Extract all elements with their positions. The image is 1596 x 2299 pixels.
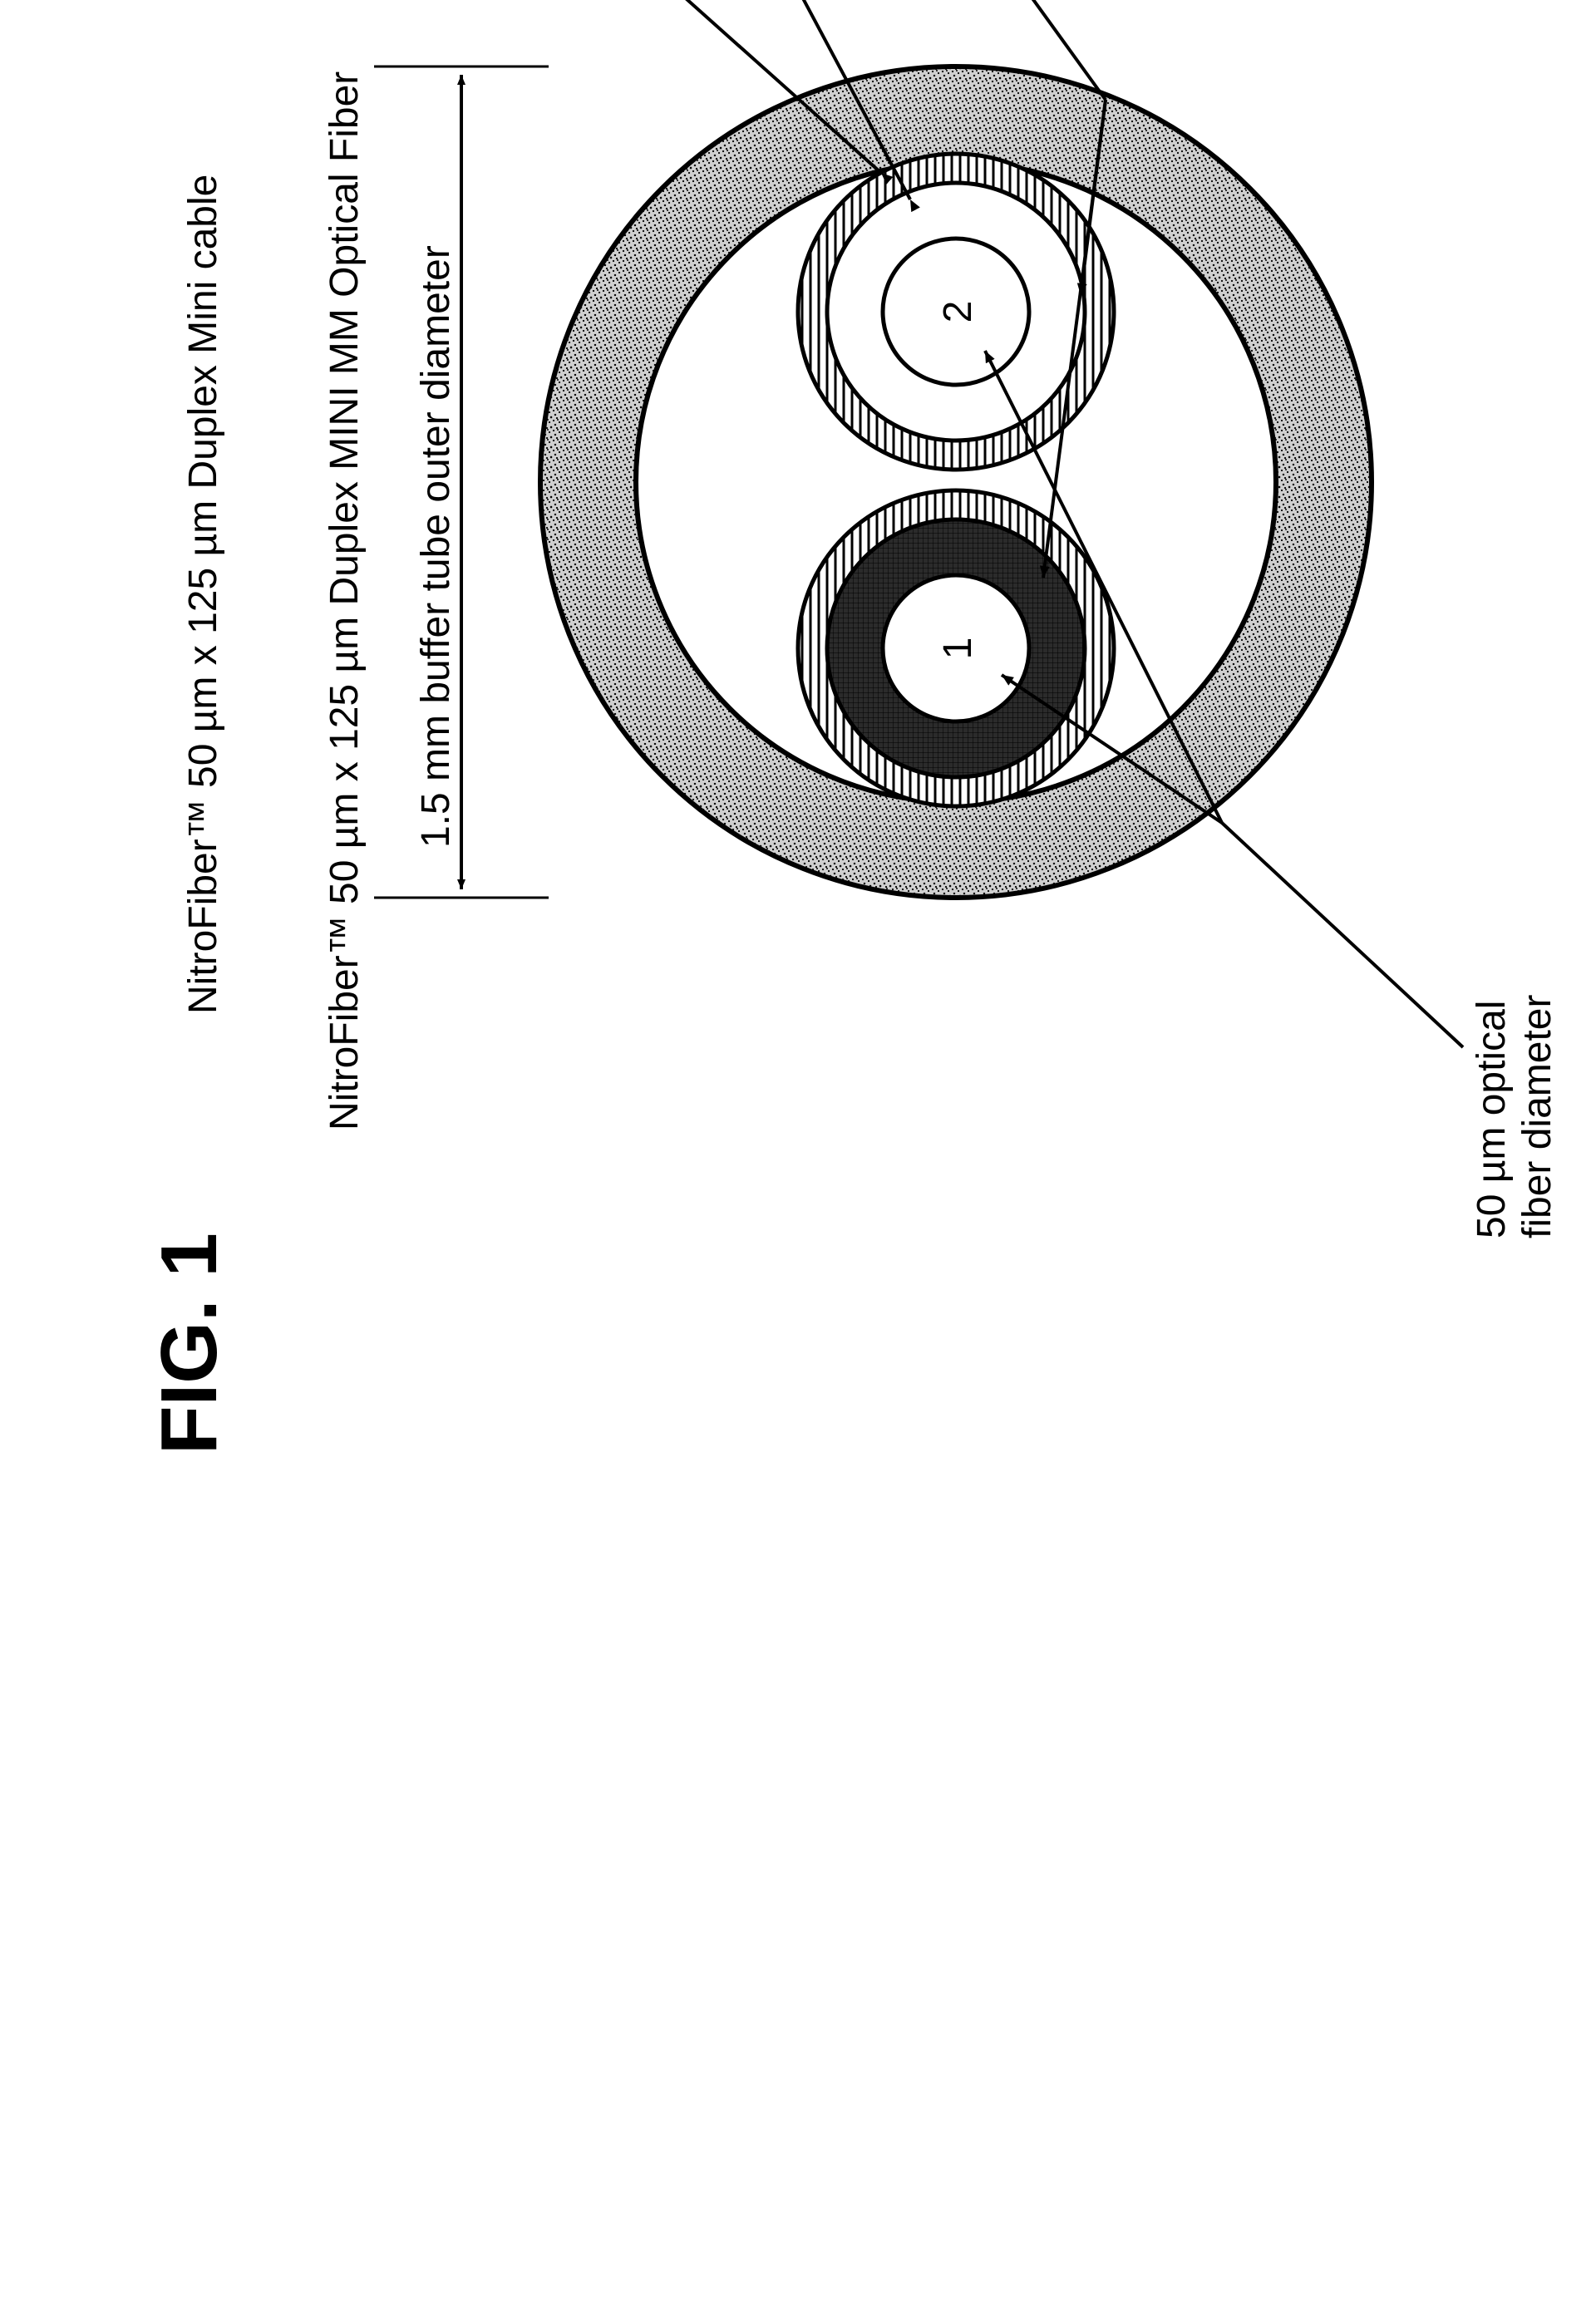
fiber-1-label: 1 [936,638,980,660]
fiber-2-label: 2 [936,301,980,323]
fiber-1: 1 [798,490,1114,806]
figure-number-label: FIG. 1 [145,1233,234,1455]
label-50um-line2: fiber diameter [1515,995,1559,1238]
fiber-2: 2 [798,154,1114,470]
diagram-svg: FIG. 1 NitroFiber™ 50 µm x 125 µm Duplex… [0,0,1596,1596]
dimension-label-buffer-od: 1.5 mm buffer tube outer diameter [414,245,458,848]
label-50um-line1: 50 µm optical [1470,1001,1514,1238]
figure-main-title: NitroFiber™ 50 µm x 125 µm Duplex Mini c… [181,175,225,1014]
figure-subtitle: NitroFiber™ 50 µm x 125 µm Duplex MINI M… [323,71,367,1130]
